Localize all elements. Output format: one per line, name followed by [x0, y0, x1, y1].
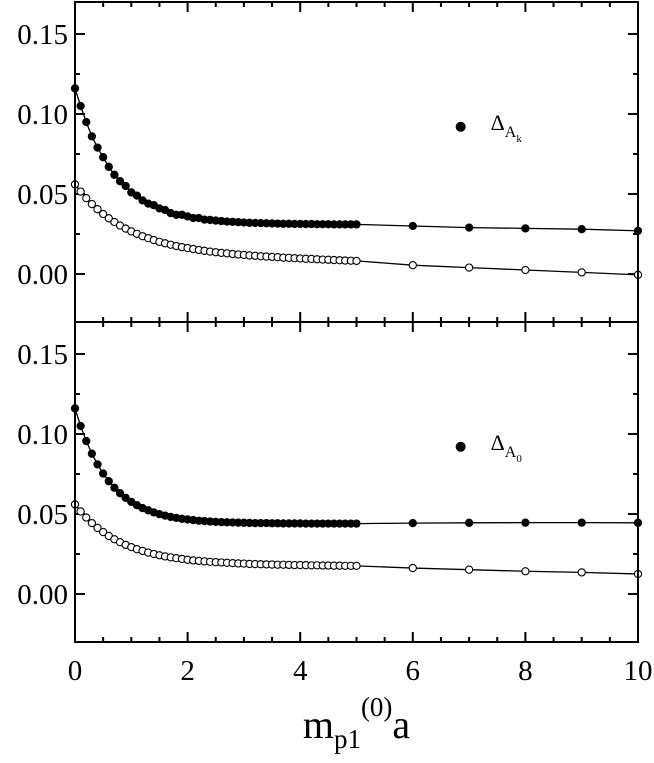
data-point [104, 162, 113, 171]
y-tick-label: 0.15 [17, 19, 68, 51]
data-point [121, 493, 130, 502]
y-tick-label: 0.05 [17, 499, 68, 531]
data-point [82, 436, 91, 446]
data-point [82, 513, 91, 522]
x-tick-label: 10 [624, 655, 653, 687]
data-point [93, 460, 102, 469]
data-point [408, 518, 417, 528]
data-point [521, 518, 530, 527]
data-point [352, 519, 361, 528]
data-point [110, 170, 119, 179]
legend-marker [455, 121, 466, 132]
plot-frame [74, 321, 639, 643]
data-point [115, 177, 125, 186]
data-point [577, 518, 586, 527]
data-point [115, 489, 125, 498]
data-point [110, 483, 119, 492]
data-point [93, 523, 102, 533]
data-point [121, 181, 130, 191]
y-tick-label: 0.10 [17, 99, 68, 131]
x-tick-label: 6 [406, 655, 421, 687]
legend-label: ΔA0 [491, 430, 523, 465]
data-point [99, 527, 108, 537]
y-tick-label: 0.00 [17, 259, 68, 291]
y-tick-label: 0.15 [17, 339, 68, 371]
legend-marker [455, 441, 466, 452]
x-tick-label: 8 [518, 655, 533, 687]
series-line [74, 408, 639, 525]
data-point [99, 209, 108, 219]
y-tick-label: 0.05 [17, 179, 68, 211]
x-axis-label: mp1(0)a [303, 692, 411, 754]
plot-frame [74, 1, 639, 323]
x-tick-label: 0 [68, 655, 83, 687]
data-point [87, 132, 97, 141]
data-point [82, 117, 91, 127]
data-point [408, 261, 417, 270]
data-point [521, 567, 530, 576]
data-point [76, 187, 85, 196]
data-point [93, 143, 102, 152]
y-tick-label: 0.00 [17, 579, 68, 611]
data-point [99, 153, 108, 162]
data-point [87, 518, 97, 528]
data-point [132, 191, 142, 200]
x-tick-label: 4 [293, 655, 308, 687]
data-point [408, 563, 417, 573]
data-point [521, 265, 530, 275]
data-point [577, 568, 586, 577]
data-point [464, 518, 474, 527]
data-point [521, 224, 530, 233]
data-point [352, 256, 361, 266]
x-tick-label: 2 [180, 655, 195, 687]
data-point [104, 477, 113, 486]
data-point [76, 101, 85, 111]
data-point [352, 561, 361, 570]
y-tick-label: 0.10 [17, 419, 68, 451]
data-point [87, 199, 97, 209]
data-point [577, 268, 586, 277]
data-point [464, 223, 474, 232]
data-point [352, 220, 361, 229]
data-point [76, 507, 85, 516]
data-point [82, 194, 91, 203]
legend-label: ΔAk [491, 110, 523, 145]
data-point [76, 421, 85, 431]
data-point [99, 469, 108, 478]
data-point [464, 565, 474, 574]
data-point [408, 221, 417, 231]
data-point [93, 205, 102, 214]
data-point [104, 214, 113, 223]
data-point [464, 263, 474, 272]
data-point [577, 225, 586, 234]
data-point [87, 449, 97, 458]
